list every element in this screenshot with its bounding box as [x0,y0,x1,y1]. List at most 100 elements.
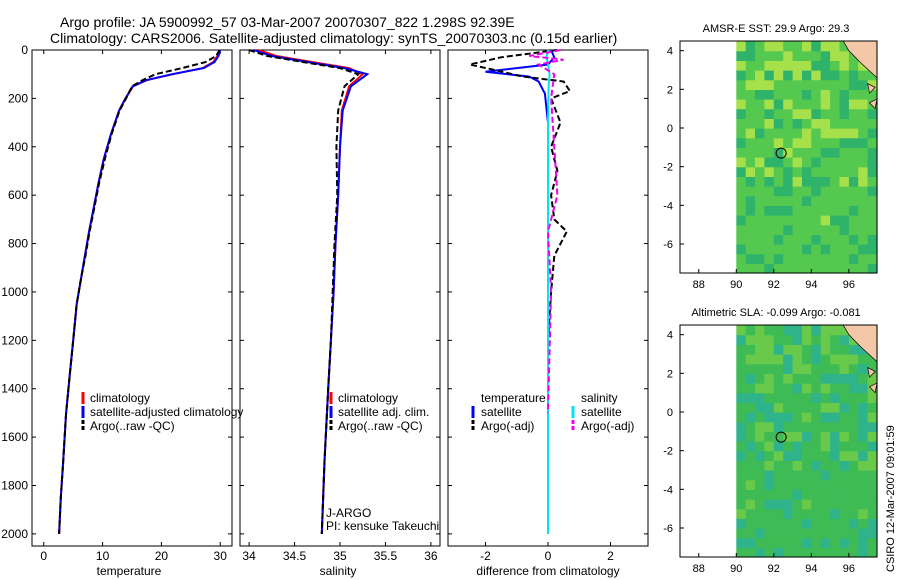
map-grid-cell [802,244,812,255]
map-grid-cell [745,89,756,100]
map-grid-cell [755,137,765,148]
map-grid-cell [792,470,803,481]
float-position-marker [775,431,787,443]
map-grid-cell [773,383,784,394]
map-grid-cell [783,354,794,365]
map-grid-cell [830,253,841,264]
map-grid-cell [867,166,878,177]
y-tick-label: 1000 [1,285,28,299]
map-grid-cell [830,224,841,235]
map-grid-cell [830,234,841,245]
map-grid-cell [820,441,831,452]
map-grid-cell [745,460,756,471]
map-grid-cell [830,499,841,510]
map-grid-cell [783,50,794,61]
map-grid-cell [773,325,784,336]
map-grid-cell [745,244,756,255]
map-grid-cell [839,392,850,403]
map-grid-cell [830,489,841,500]
map-grid-cell [783,489,794,500]
map-grid-cell [736,373,747,384]
map-grid-cell [773,50,784,61]
map-grid-cell [802,547,812,558]
map-grid-cell [839,383,850,394]
map-grid-cell [839,537,850,548]
map-grid-cell [773,499,784,510]
map-grid-cell [745,253,756,264]
map-grid-cell [783,499,794,510]
map-grid-cell [811,205,822,216]
map-grid-cell [736,334,747,345]
map-grid-cell [848,108,859,119]
map-grid-cell [745,431,756,442]
map-grid-cell [820,147,831,158]
map-grid-cell [792,215,803,226]
map-grid-cell [830,537,841,548]
map-grid-cell [745,41,756,52]
map-grid-cell [820,325,831,336]
map-grid-cell [792,479,803,490]
map-grid-cell [764,186,775,197]
map-grid-cell [736,41,747,52]
map-grid-cell [830,108,841,119]
map-grid-cell [839,431,850,442]
map-grid-cell [792,108,803,119]
map-grid-cell [830,205,841,216]
x-tick-label: 20 [155,549,169,563]
map-grid-cell [773,205,784,216]
map-grid-cell [830,157,841,168]
figure-title-line2: Climatology: CARS2006. Satellite-adjuste… [50,30,617,46]
map-grid-cell [848,244,859,255]
map-grid-cell [745,195,756,206]
map-grid-cell [745,547,756,558]
map-grid-cell [764,147,775,158]
map-grid-cell [820,234,831,245]
map-grid-cell [820,537,831,548]
map-grid-cell [764,50,775,61]
map-grid-cell [764,60,775,71]
map-grid-cell [736,118,747,129]
map-grid-cell [755,518,765,529]
x-tick-label: 96 [843,563,855,575]
map-grid-cell [745,421,756,432]
map-grid-cell [848,147,859,158]
map-grid-cell [755,224,765,235]
map-grid-cell [764,99,775,110]
map-grid-cell [811,537,822,548]
map-grid-cell [802,412,812,423]
map-grid-cell [830,70,841,81]
map-grid-cell [755,166,765,177]
map-grid-cell [848,499,859,510]
map-grid-cell [839,186,850,197]
map-grid-cell [811,508,822,519]
map-grid-cell [792,518,803,529]
map-grid-cell [830,118,841,129]
map-grid-cell [867,205,878,216]
map-grid-cell [792,363,803,374]
map-grid-cell [792,166,803,177]
map-grid-cell [745,412,756,423]
map-grid-cell [858,89,869,100]
map-grid-cell [802,537,812,548]
map-grid-cell [830,354,841,365]
map-grid-cell [792,176,803,187]
map-grid-cell [736,354,747,365]
map-grid-cell [802,528,812,539]
map-grid-cell [820,479,831,490]
map-grid-cell [811,450,822,461]
map-grid-cell [820,402,831,413]
map-grid-cell [867,70,878,81]
map-grid-cell [783,176,794,187]
map-grid-cell [773,89,784,100]
y-tick-label: 200 [8,91,28,105]
map-grid-cell [811,402,822,413]
map-grid-cell [764,354,775,365]
map-grid-cell [736,470,747,481]
map-grid-cell [848,392,859,403]
map-grid-cell [811,224,822,235]
map-grid-cell [820,263,831,274]
map-grid-cell [802,253,812,264]
map-grid-cell [858,363,869,374]
map-grid-cell [848,431,859,442]
map-grid-cell [820,470,831,481]
